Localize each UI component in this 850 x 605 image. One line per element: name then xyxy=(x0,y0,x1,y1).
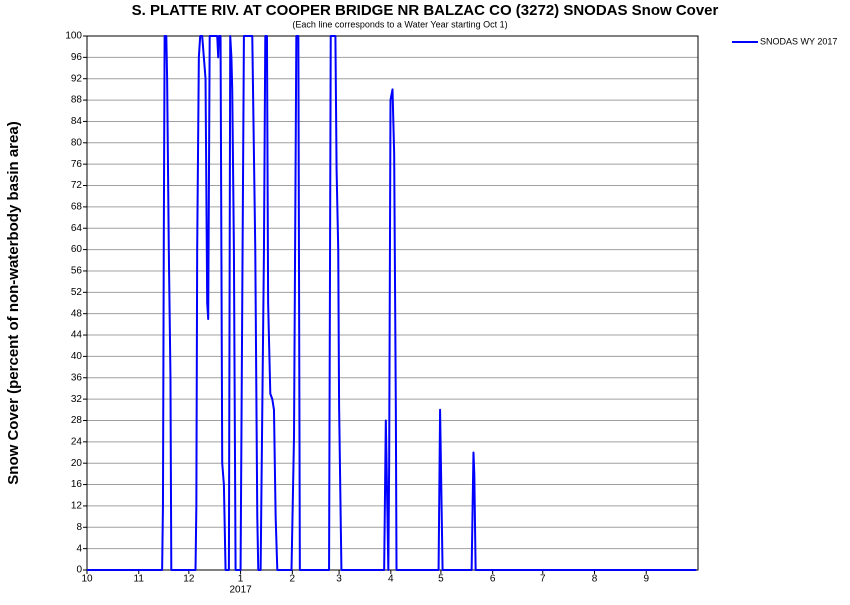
x-tick-label: 1 xyxy=(238,574,244,585)
y-tick-label: 52 xyxy=(71,287,83,298)
x-year-label: 2017 xyxy=(229,585,252,596)
y-tick-label: 76 xyxy=(71,159,83,170)
x-tick-label: 10 xyxy=(81,574,93,585)
y-tick-label: 4 xyxy=(76,543,82,554)
x-tick-label: 2 xyxy=(290,574,296,585)
legend-label: SNODAS WY 2017 xyxy=(760,36,837,46)
y-tick-label: 56 xyxy=(71,266,83,277)
chart-title: S. PLATTE RIV. AT COOPER BRIDGE NR BALZA… xyxy=(132,2,719,19)
x-tick-label: 12 xyxy=(183,574,195,585)
y-tick-label: 100 xyxy=(65,31,82,42)
y-tick-label: 40 xyxy=(71,351,83,362)
y-tick-label: 12 xyxy=(71,501,83,512)
y-tick-label: 80 xyxy=(71,137,83,148)
y-tick-label: 88 xyxy=(71,95,83,106)
y-tick-label: 16 xyxy=(71,479,83,490)
y-tick-label: 92 xyxy=(71,73,83,84)
y-tick-label: 20 xyxy=(71,458,83,469)
x-tick-label: 11 xyxy=(134,574,145,585)
x-tick-label: 7 xyxy=(540,574,546,585)
y-tick-label: 68 xyxy=(71,202,83,213)
y-tick-label: 60 xyxy=(71,244,83,255)
y-tick-label: 24 xyxy=(71,436,83,447)
x-tick-label: 5 xyxy=(438,574,444,585)
y-tick-label: 44 xyxy=(71,330,83,341)
y-tick-label: 48 xyxy=(71,308,83,319)
x-tick-label: 9 xyxy=(643,574,649,585)
y-tick-label: 36 xyxy=(71,372,83,383)
x-tick-label: 8 xyxy=(592,574,598,585)
y-tick-label: 72 xyxy=(71,180,83,191)
chart-subtitle: (Each line corresponds to a Water Year s… xyxy=(292,19,507,29)
x-tick-label: 3 xyxy=(336,574,342,585)
plot-frame xyxy=(86,35,699,571)
y-tick-label: 0 xyxy=(76,565,82,576)
y-tick-label: 28 xyxy=(71,415,83,426)
y-axis-label: Snow Cover (percent of non-waterbody bas… xyxy=(5,121,22,484)
y-tick-label: 84 xyxy=(71,116,83,127)
y-tick-label: 8 xyxy=(76,522,82,533)
y-tick-label: 32 xyxy=(71,394,83,405)
series-line xyxy=(87,35,697,571)
x-tick-label: 4 xyxy=(388,574,394,585)
y-tick-label: 96 xyxy=(71,52,83,63)
x-tick-label: 6 xyxy=(490,574,496,585)
y-tick-label: 64 xyxy=(71,223,83,234)
